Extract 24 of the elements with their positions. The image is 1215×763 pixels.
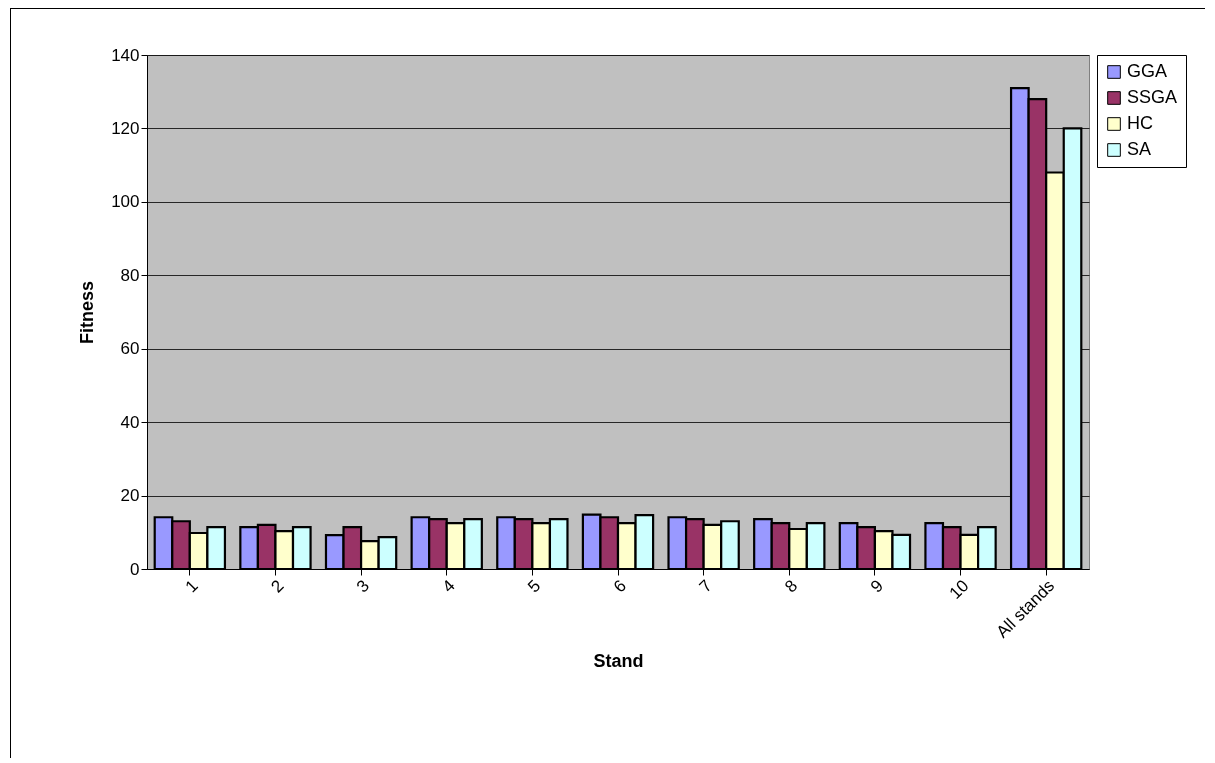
x-tick-label: 1 [181,576,202,597]
y-tick-label: 80 [120,265,140,285]
x-tick-label: 7 [695,576,716,597]
x-tick-label: 2 [267,576,288,597]
y-tick-label: 60 [120,339,140,359]
y-tick-label: 20 [120,486,140,506]
x-tick-label: 6 [609,576,631,597]
y-tick-label: 40 [120,412,140,432]
legend-label: HC [1127,113,1153,133]
y-tick-label: 100 [111,192,140,212]
legend-label: SA [1127,139,1152,159]
y-tick-label: 120 [111,118,140,138]
x-tick-label: 9 [866,576,887,597]
x-tick-label: 5 [524,576,545,597]
x-tick-label: 10 [945,576,973,603]
legend-label: SSGA [1127,87,1178,107]
x-tick-label: 3 [352,576,374,597]
x-tick-label: 4 [438,576,459,597]
y-tick-label: 140 [111,45,140,65]
x-axis-title: Stand [593,650,644,671]
y-axis-title: Fitness [77,280,98,345]
x-tick-label: 8 [781,576,802,597]
legend-label: GGA [1127,61,1168,81]
y-tick-label: 0 [130,559,140,579]
